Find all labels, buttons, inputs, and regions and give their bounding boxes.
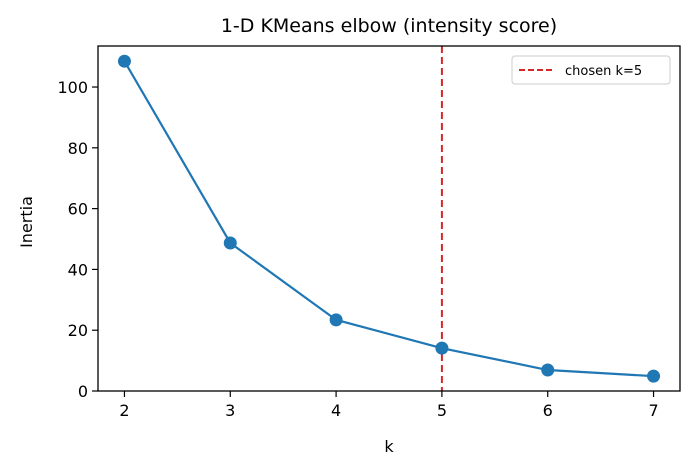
y-tick-label: 80 [68, 139, 88, 158]
x-tick-label: 6 [543, 401, 553, 420]
y-tick-label: 20 [68, 321, 88, 340]
x-tick-label: 5 [437, 401, 447, 420]
x-tick-label: 3 [225, 401, 235, 420]
legend-box [511, 55, 671, 85]
data-point-marker [435, 341, 449, 355]
y-tick-label: 60 [68, 200, 88, 219]
legend: chosen k=5 [511, 55, 671, 85]
x-tick-label: 2 [119, 401, 129, 420]
plot-frame [97, 45, 681, 392]
inertia-line [123, 60, 654, 378]
y-tick-label: 40 [68, 260, 88, 279]
legend-label: chosen k=5 [565, 64, 642, 79]
data-point-marker [541, 363, 555, 377]
x-axis-label: k [384, 437, 394, 456]
y-axis-ticks: 0 20 40 60 80 100 [57, 78, 98, 401]
data-point-marker [223, 236, 237, 250]
data-point-marker [329, 313, 343, 327]
data-point-marker [117, 54, 131, 68]
y-axis-label: Inertia [17, 196, 36, 248]
x-axis-ticks: 2 3 4 5 6 7 [119, 391, 659, 420]
chart-title: 1-D KMeans elbow (intensity score) [221, 15, 557, 37]
y-tick-label: 0 [78, 382, 88, 401]
inertia-markers [117, 54, 661, 383]
data-point-marker [647, 369, 661, 383]
x-tick-label: 4 [331, 401, 341, 420]
y-tick-label: 100 [57, 78, 88, 97]
x-tick-label: 7 [648, 401, 658, 420]
